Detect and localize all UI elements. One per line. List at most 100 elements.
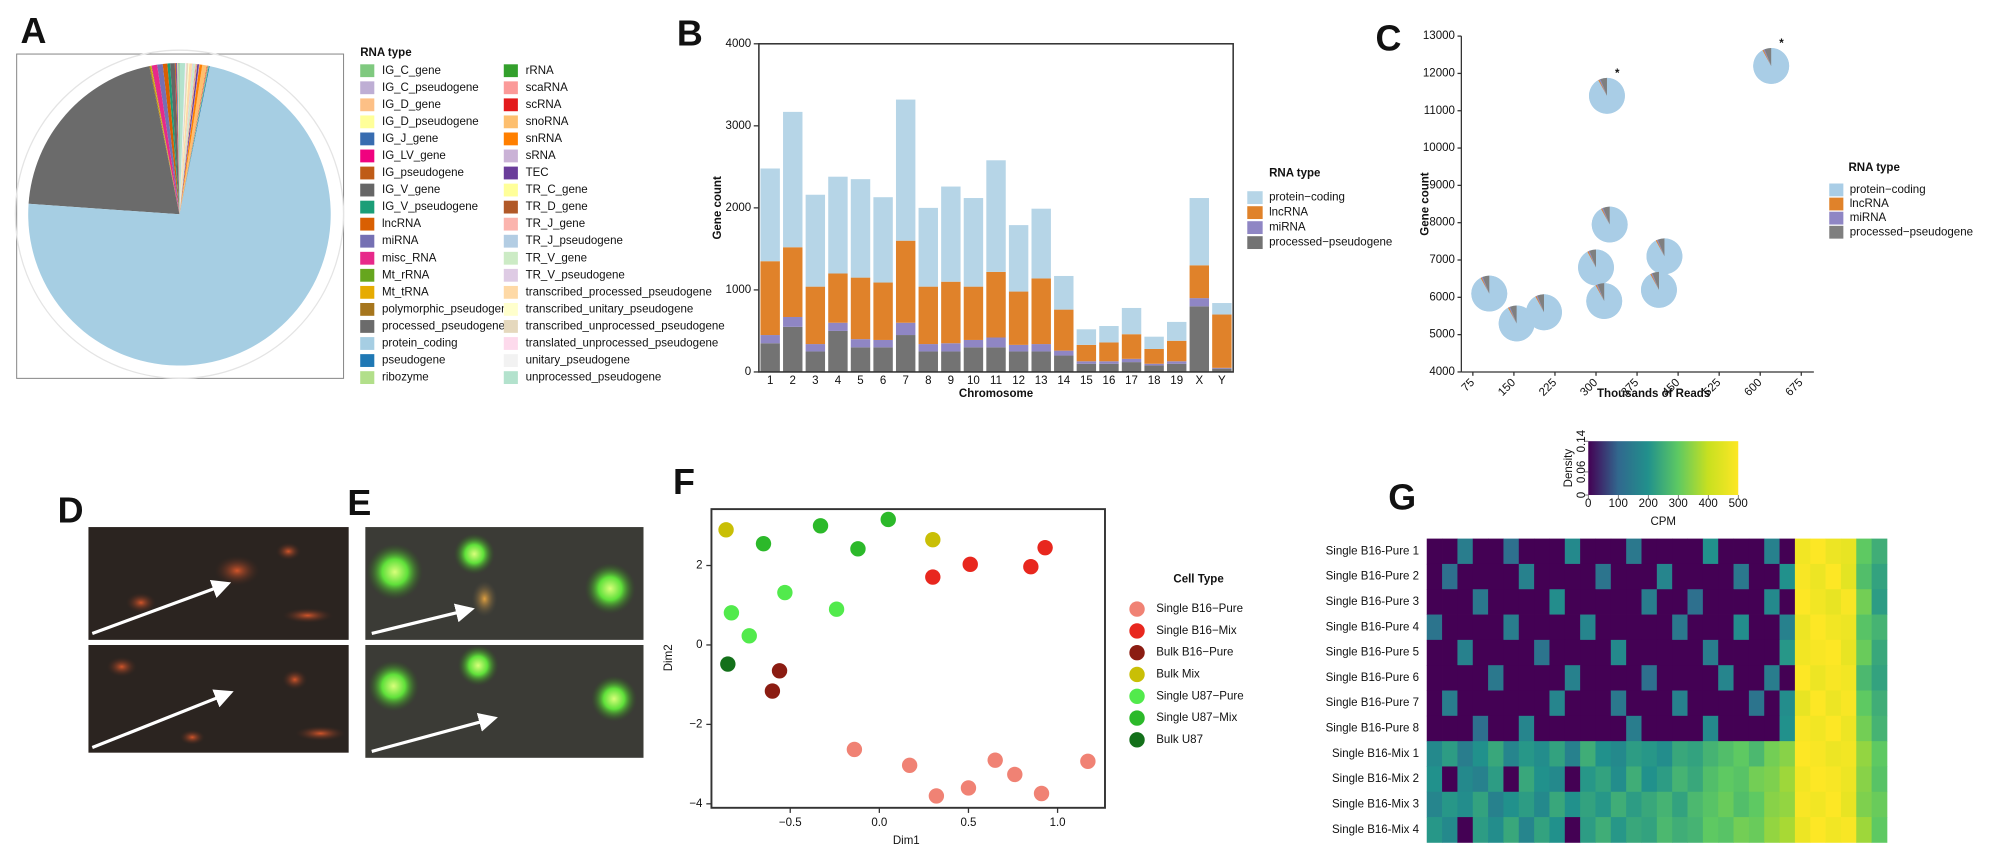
legend-swatch: [360, 132, 375, 146]
heatmap-cell: [1610, 741, 1627, 767]
heatmap-cell: [1534, 589, 1550, 615]
heatmap-cell: [1702, 791, 1719, 818]
legend-title: RNA type: [360, 47, 412, 59]
x-tick-label: 4: [835, 375, 842, 387]
heatmap-cell: [1488, 741, 1504, 767]
legend-label: unprocessed_pseudogene: [526, 372, 662, 384]
pie-slice: [179, 65, 209, 215]
heatmap-cell: [1733, 766, 1750, 793]
legend-swatch: [503, 371, 518, 385]
bar-segment: [850, 277, 871, 340]
heatmap-cell: [1702, 817, 1719, 843]
point: [720, 656, 736, 672]
heatmap-cell: [1472, 715, 1489, 742]
legend-label: lncRNA: [382, 218, 421, 230]
heatmap-cell: [1534, 563, 1550, 590]
heatmap-cell: [1426, 766, 1443, 793]
heatmap-cell: [1810, 538, 1826, 565]
heatmap-cell: [1472, 817, 1489, 843]
heatmap-cell: [1764, 690, 1780, 717]
heatmap-cell: [1672, 715, 1688, 742]
heatmap-cell: [1595, 715, 1612, 742]
bar-segment: [1212, 367, 1232, 369]
heatmap-cell: [1718, 817, 1734, 843]
bar-segment: [941, 343, 961, 352]
heatmap-cell: [1871, 563, 1888, 590]
legend-label: Bulk Mix: [1156, 669, 1200, 681]
row-label: Single B16-Pure 4: [1326, 621, 1420, 633]
heatmap-cell: [1794, 817, 1811, 843]
row-label: Single B16-Mix 3: [1332, 798, 1419, 810]
heatmap-cell: [1503, 817, 1520, 843]
pie-wedge: [1588, 250, 1597, 268]
pie-slice: [149, 65, 180, 215]
heatmap-cell: [1672, 538, 1688, 565]
panel-e-images: [365, 527, 644, 758]
panel-letter: B: [677, 14, 703, 54]
legend-marker: [1129, 688, 1145, 704]
bar-segment: [1008, 351, 1029, 372]
heatmap-cell: [1856, 614, 1872, 641]
heatmap-cell: [1580, 563, 1596, 590]
bar-segment: [1031, 344, 1051, 352]
heatmap-cell: [1610, 766, 1627, 793]
heatmap-cell: [1472, 589, 1489, 615]
bar-segment: [1167, 363, 1187, 372]
heatmap-cell: [1871, 817, 1888, 843]
heatmap-cell: [1610, 614, 1627, 641]
heatmap-cell: [1810, 741, 1826, 767]
heatmap-cell: [1702, 741, 1719, 767]
heatmap-cell: [1825, 665, 1842, 691]
pie-wedge: [1537, 294, 1545, 313]
heatmap-cell: [1871, 614, 1888, 641]
x-tick-label: 3: [812, 375, 818, 387]
bar-segment: [1076, 344, 1097, 362]
heatmap-cell: [1595, 766, 1612, 793]
heatmap-cell: [1687, 614, 1704, 641]
panel-letter: D: [58, 490, 84, 530]
heatmap-cell: [1810, 715, 1826, 742]
x-tick-label: 675: [1783, 377, 1805, 399]
heatmap-cell: [1656, 665, 1673, 691]
y-tick-label: 10000: [1423, 142, 1455, 154]
bar-segment: [805, 351, 826, 372]
heatmap-cell: [1457, 766, 1474, 793]
heatmap-cell: [1687, 665, 1704, 691]
legend-marker: [1129, 710, 1145, 726]
legend-swatch: [360, 217, 375, 231]
x-axis-label: Chromosome: [959, 388, 1034, 400]
legend-label: IG_C_gene: [382, 65, 441, 77]
legend-label: sRNA: [526, 150, 556, 162]
y-tick-label: 11000: [1424, 105, 1455, 117]
heatmap-cell: [1702, 690, 1719, 717]
pie-wedge: [1652, 271, 1659, 290]
row-label: Single B16-Pure 1: [1326, 545, 1419, 557]
legend-marker: [1129, 732, 1145, 748]
legend-label: miRNA: [1269, 222, 1306, 234]
panel-letter: C: [1375, 19, 1401, 59]
heatmap-cell: [1794, 766, 1811, 793]
x-tick-label: −0.5: [779, 817, 802, 829]
heatmap-cell: [1748, 690, 1765, 717]
legend-swatch: [360, 302, 375, 316]
pie-wedge: [1471, 275, 1508, 312]
heatmap-cell: [1534, 538, 1550, 565]
heatmap-cell: [1779, 817, 1796, 843]
heatmap-cell: [1549, 766, 1566, 793]
heatmap-cell: [1580, 639, 1596, 666]
heatmap-cell: [1488, 766, 1504, 793]
heatmap-cell: [1871, 538, 1888, 565]
legend-swatch: [503, 183, 518, 197]
heatmap-cell: [1580, 741, 1596, 767]
heatmap-cell: [1442, 766, 1458, 793]
legend-swatch: [360, 166, 375, 180]
x-axis-label: Dim1: [893, 835, 920, 847]
legend-swatch: [360, 268, 375, 282]
heatmap-cell: [1718, 766, 1734, 793]
heatmap-cell: [1518, 563, 1535, 590]
pie-wedge: [1651, 273, 1659, 290]
bar-segment: [963, 198, 984, 287]
heatmap-cell: [1672, 614, 1688, 641]
heatmap-cell: [1779, 665, 1796, 691]
heatmap-cell: [1810, 817, 1826, 843]
